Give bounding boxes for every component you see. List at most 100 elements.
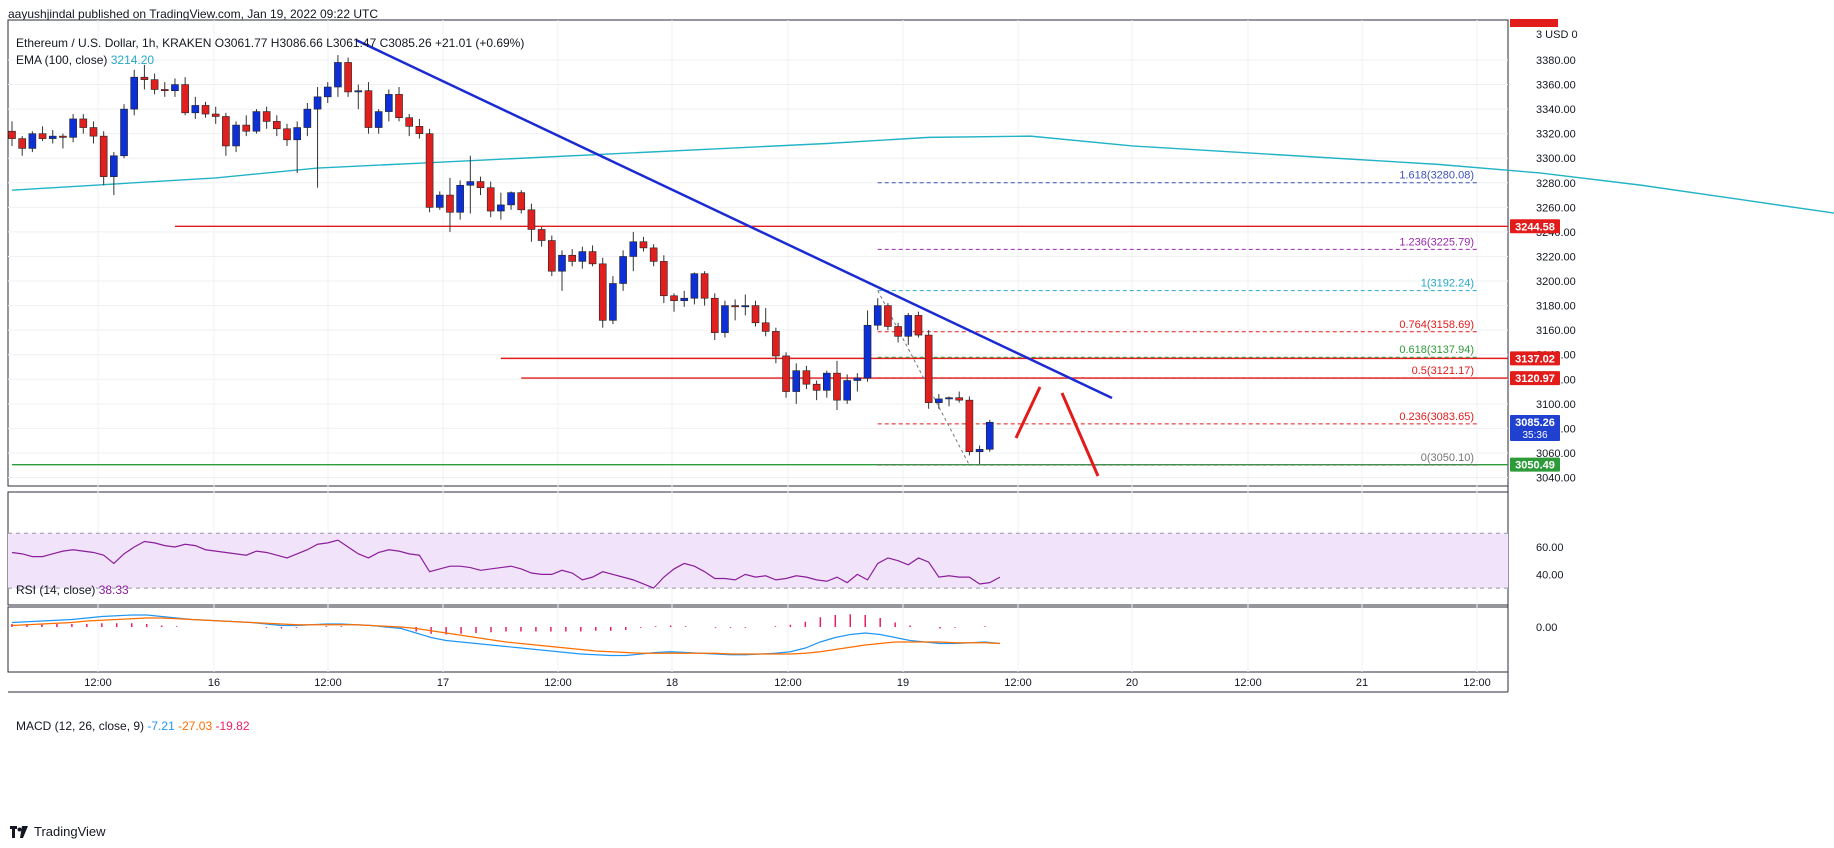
candle-body	[48, 135, 57, 139]
rsi-line	[11, 539, 1001, 589]
price-badge	[1510, 414, 1560, 441]
candle	[629, 231, 638, 272]
candle	[690, 272, 699, 305]
rsi-tick-label: 60.00	[1536, 542, 1564, 554]
candle-body	[313, 96, 322, 110]
candle-body	[598, 263, 607, 321]
price-tick-label: 3260.00	[1536, 202, 1576, 214]
candle	[833, 360, 841, 410]
candle	[28, 131, 37, 153]
candle-body	[110, 155, 118, 177]
candle-body	[38, 133, 47, 139]
candle-body	[385, 94, 393, 112]
price-tick-label: 3180.00	[1536, 301, 1576, 313]
macd-line	[11, 614, 1001, 657]
candle	[89, 121, 98, 144]
price-badge	[1510, 219, 1560, 234]
candle	[130, 69, 139, 116]
candle	[537, 227, 546, 247]
time-tick-label: 18	[666, 677, 678, 689]
candle-body	[517, 192, 526, 211]
candle-body	[741, 305, 750, 308]
candle	[344, 57, 352, 97]
candle-body	[242, 124, 251, 132]
candle	[374, 109, 383, 134]
candle-body	[59, 135, 67, 138]
candle-body	[435, 194, 444, 208]
candle	[761, 308, 770, 337]
candle	[884, 303, 892, 331]
candle	[99, 131, 108, 186]
candle	[140, 64, 149, 90]
footer-brand: TradingView	[10, 824, 106, 839]
candle	[598, 257, 607, 328]
time-tick-label: 12:00	[314, 677, 342, 689]
candle-body	[782, 355, 790, 392]
candle	[741, 294, 750, 316]
candle	[262, 106, 271, 129]
candle	[242, 115, 251, 137]
candle	[273, 115, 281, 137]
candle	[710, 293, 719, 340]
candle	[150, 73, 159, 95]
candle	[222, 112, 230, 156]
candle	[945, 396, 953, 407]
candle	[59, 133, 67, 149]
candle	[120, 104, 128, 159]
candle-body	[201, 105, 210, 115]
candle-body	[211, 113, 220, 117]
candle-body	[293, 127, 301, 141]
candle	[252, 109, 261, 134]
price-tick-label: 3220.00	[1536, 251, 1576, 263]
candle	[812, 380, 821, 401]
macd-signal-value: -27.03	[178, 719, 213, 733]
candle	[201, 101, 210, 118]
candle	[415, 118, 424, 139]
price-tick-label: 3360.00	[1536, 80, 1576, 92]
price-tick-label: 3060.00	[1536, 448, 1576, 460]
candle-body	[497, 204, 505, 212]
candle-body	[89, 127, 98, 137]
candle-body	[476, 181, 485, 189]
bearish-trend-line	[355, 38, 1113, 400]
fib-anchor-line	[877, 290, 970, 466]
candle-body	[568, 254, 576, 262]
candle-body	[629, 241, 638, 257]
fib-level-label: 1.236(3225.79)	[1399, 236, 1474, 248]
candle	[354, 84, 363, 110]
price-tick-label: 3300.00	[1536, 153, 1576, 165]
candle-body	[548, 240, 556, 272]
macd-tick-label: 0.00	[1536, 622, 1557, 634]
price-badge-value: 3050.49	[1515, 460, 1555, 472]
candle-body	[69, 118, 77, 138]
top-price-flag	[1510, 19, 1558, 27]
candle-body	[446, 194, 454, 213]
candle	[446, 177, 454, 232]
candle-body	[833, 372, 841, 401]
candle	[914, 311, 923, 338]
price-badge	[1510, 371, 1560, 386]
candle	[772, 327, 780, 364]
candle	[904, 312, 913, 345]
candle-body	[456, 184, 464, 213]
candle	[79, 114, 88, 134]
time-tick-label: 17	[437, 677, 449, 689]
candle-body	[222, 116, 230, 147]
candle	[680, 290, 689, 307]
footer-brand-text: TradingView	[34, 824, 106, 839]
candle	[385, 89, 393, 122]
candle-body	[8, 130, 16, 139]
candle	[8, 121, 16, 146]
macd-hist-value: -19.82	[215, 719, 250, 733]
candle-body	[283, 128, 291, 141]
candle	[476, 176, 485, 196]
candle	[395, 87, 403, 122]
fib-level-label: 1.618(3280.08)	[1399, 170, 1474, 182]
candle-body	[761, 322, 770, 332]
candle-body	[822, 372, 831, 391]
rsi-tick-label: 40.00	[1536, 569, 1564, 581]
candle-body	[619, 256, 627, 284]
candle	[334, 55, 342, 97]
candle-body	[120, 108, 128, 157]
